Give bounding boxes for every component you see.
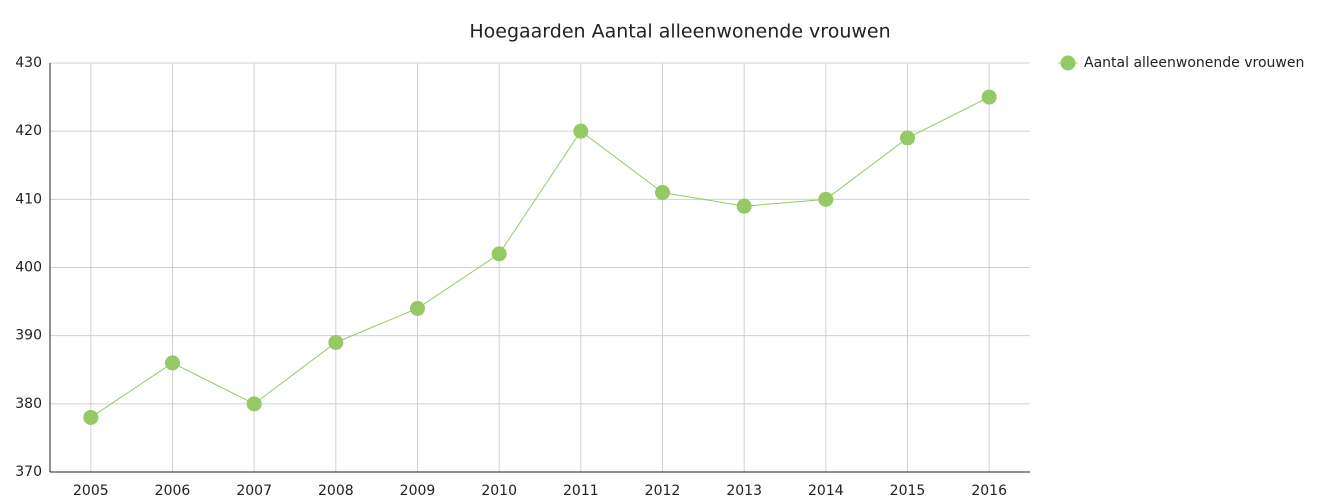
y-tick-label: 370	[15, 464, 42, 480]
point	[655, 185, 670, 201]
x-tick-label: 2008	[318, 483, 354, 499]
x-tick-label: 2010	[481, 483, 517, 499]
x-tick-label: 2013	[726, 483, 762, 499]
x-tick-label: 2007	[236, 483, 272, 499]
x-tick-label: 2015	[890, 483, 926, 499]
x-tick-label: 2009	[400, 483, 436, 499]
point	[900, 130, 915, 146]
y-tick-label: 410	[15, 191, 42, 207]
point	[981, 89, 997, 105]
point	[818, 191, 834, 207]
y-tick-label: 390	[15, 328, 42, 344]
x-tick-label: 2006	[155, 483, 191, 499]
point	[410, 300, 425, 316]
point	[83, 409, 99, 425]
point	[573, 123, 589, 139]
point	[328, 334, 344, 350]
legend-label: Aantal alleenwonende vrouwen	[1084, 55, 1304, 71]
x-tick-label: 2014	[808, 483, 844, 499]
y-tick-label: 430	[15, 55, 42, 71]
point	[736, 198, 752, 214]
point	[165, 355, 180, 371]
x-tick-label: 2012	[645, 483, 681, 499]
x-tick-label: 2005	[73, 483, 109, 499]
y-tick-label: 400	[15, 260, 42, 276]
chart-title: Hoegaarden Aantal alleenwonende vrouwen	[469, 21, 890, 43]
line	[90, 96, 990, 418]
legend-marker	[1060, 55, 1076, 71]
y-tick-label: 380	[15, 396, 42, 412]
point	[246, 396, 262, 412]
x-tick-label: 2016	[971, 483, 1007, 499]
point	[491, 246, 507, 262]
x-tick-label: 2011	[563, 483, 599, 499]
y-tick-label: 420	[15, 123, 42, 139]
